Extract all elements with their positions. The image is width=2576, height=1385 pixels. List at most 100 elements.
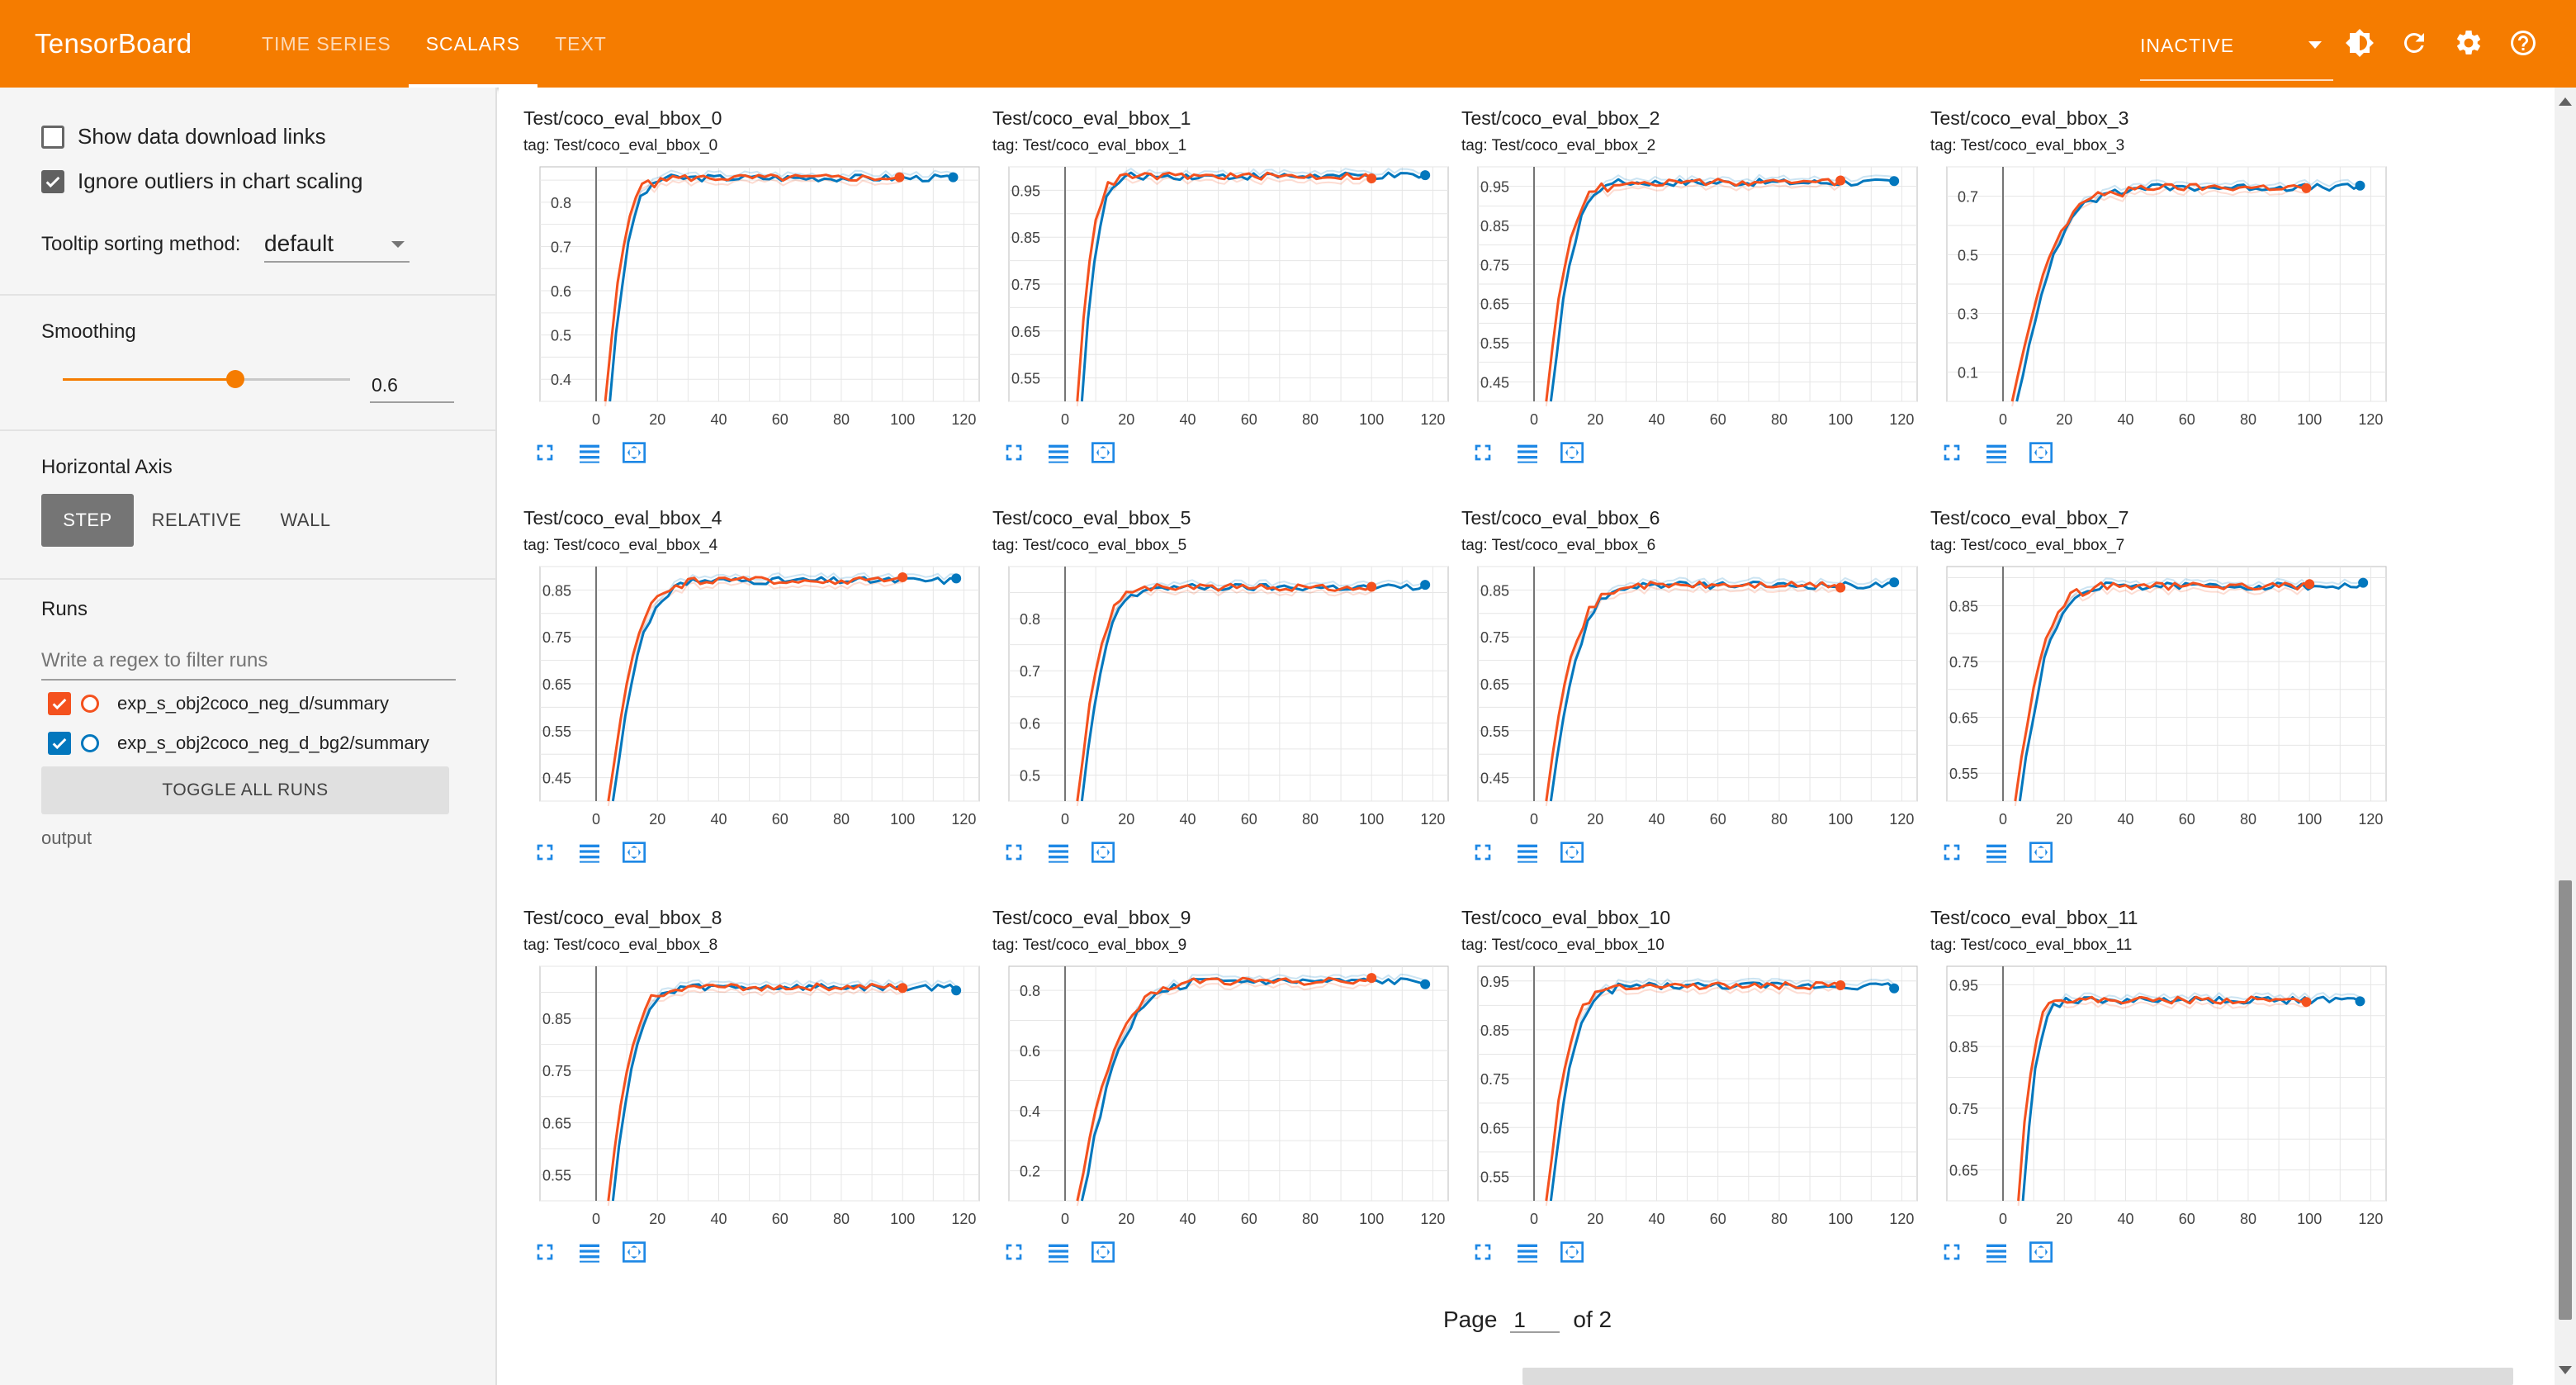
log-scale-icon[interactable] xyxy=(576,439,603,466)
fit-domain-icon[interactable] xyxy=(621,439,647,466)
y-tick-label: 0.55 xyxy=(1011,371,1040,387)
fullscreen-icon[interactable] xyxy=(1939,1239,1965,1265)
y-tick-label: 0.75 xyxy=(542,629,571,646)
plot-frame xyxy=(1008,566,1449,802)
fit-domain-icon[interactable] xyxy=(1090,439,1116,466)
x-tick-label: 80 xyxy=(2240,1211,2256,1227)
fullscreen-icon[interactable] xyxy=(1939,839,1965,866)
scroll-up-icon[interactable] xyxy=(2559,97,2572,106)
fit-domain-icon[interactable] xyxy=(1090,839,1116,866)
tab-text[interactable]: TEXT xyxy=(555,33,607,55)
run-checkbox-icon[interactable] xyxy=(48,692,71,715)
y-tick-label: 0.65 xyxy=(1011,324,1040,340)
horizontal-scrollbar[interactable] xyxy=(1522,1368,2513,1385)
fullscreen-icon[interactable] xyxy=(532,839,558,866)
run-row[interactable]: exp_s_obj2coco_neg_d_bg2/summary xyxy=(48,732,429,755)
line-chart[interactable]: 0.65 0.75 0.85 0.95 0 20 40 60 80 100 120 xyxy=(1930,961,2393,1227)
fullscreen-icon[interactable] xyxy=(1939,439,1965,466)
chart-tag: tag: Test/coco_eval_bbox_11 xyxy=(1930,937,2133,954)
run-checkbox-icon[interactable] xyxy=(48,732,71,755)
toggle-all-runs-button[interactable]: TOGGLE ALL RUNS xyxy=(41,766,449,814)
chart-tag: tag: Test/coco_eval_bbox_3 xyxy=(1930,137,2125,154)
tooltip-sorting-select[interactable]: default xyxy=(264,228,410,263)
tab-scalars[interactable]: SCALARS xyxy=(408,0,538,88)
y-tick-label: 0.95 xyxy=(1480,974,1509,990)
inactive-plugins-select[interactable]: INACTIVE xyxy=(2140,26,2333,81)
log-scale-icon[interactable] xyxy=(1045,1239,1072,1265)
fit-domain-icon[interactable] xyxy=(1559,1239,1585,1265)
fit-domain-icon[interactable] xyxy=(1559,439,1585,466)
series-orange-line xyxy=(1545,980,1841,1202)
series-orange-raw xyxy=(2011,188,2307,407)
log-scale-icon[interactable] xyxy=(1983,1239,2010,1265)
series-orange-raw xyxy=(1076,177,1372,407)
plugin-tabs: TIME SERIES SCALARS TEXT xyxy=(244,0,624,88)
line-chart[interactable]: 0.4 0.5 0.6 0.7 0.8 0 20 40 60 80 100 120 xyxy=(523,162,986,428)
log-scale-icon[interactable] xyxy=(1514,839,1541,866)
page-number-input[interactable]: 1 xyxy=(1510,1297,1560,1333)
line-chart[interactable]: 0.55 0.65 0.75 0.85 0.95 0 20 40 60 80 100 120 xyxy=(992,162,1455,428)
fullscreen-icon[interactable] xyxy=(1001,1239,1027,1265)
tab-time-series[interactable]: TIME SERIES xyxy=(262,33,391,55)
smoothing-slider-thumb[interactable] xyxy=(226,370,244,388)
log-scale-icon[interactable] xyxy=(1045,439,1072,466)
line-chart[interactable]: 0.45 0.55 0.65 0.75 0.85 0.95 0 20 40 60 80 100 120 xyxy=(1461,162,1924,428)
fullscreen-icon[interactable] xyxy=(532,1239,558,1265)
line-chart[interactable]: 0.55 0.65 0.75 0.85 0 20 40 60 80 100 120 xyxy=(523,961,986,1227)
line-chart[interactable]: 0.2 0.4 0.6 0.8 0 20 40 60 80 100 120 xyxy=(992,961,1455,1227)
log-scale-icon[interactable] xyxy=(1983,839,2010,866)
axis-wall-button[interactable]: WALL xyxy=(280,510,331,530)
fit-domain-icon[interactable] xyxy=(2028,839,2054,866)
x-tick-label: 120 xyxy=(951,811,976,828)
log-scale-icon[interactable] xyxy=(1514,439,1541,466)
log-scale-icon[interactable] xyxy=(1045,839,1072,866)
help-icon[interactable] xyxy=(2505,25,2541,61)
fit-domain-icon[interactable] xyxy=(621,1239,647,1265)
axis-relative-button[interactable]: RELATIVE xyxy=(151,510,242,530)
fullscreen-icon[interactable] xyxy=(1470,439,1496,466)
line-chart[interactable]: 0.55 0.65 0.75 0.85 0 20 40 60 80 100 120 xyxy=(1930,562,2393,828)
log-scale-icon[interactable] xyxy=(576,1239,603,1265)
checkbox-icon[interactable] xyxy=(41,125,64,149)
log-scale-icon[interactable] xyxy=(1514,1239,1541,1265)
x-tick-label: 80 xyxy=(2240,411,2256,428)
x-tick-label: 60 xyxy=(2179,1211,2195,1227)
scroll-down-icon[interactable] xyxy=(2559,1366,2572,1374)
x-tick-label: 20 xyxy=(1118,811,1134,828)
scrollbar-thumb[interactable] xyxy=(2559,880,2572,1320)
settings-icon[interactable] xyxy=(2451,25,2487,61)
fit-domain-icon[interactable] xyxy=(1559,839,1585,866)
chart-title: Test/coco_eval_bbox_2 xyxy=(1461,107,1660,129)
vertical-scrollbar[interactable] xyxy=(2555,88,2576,1385)
refresh-icon[interactable] xyxy=(2396,25,2432,61)
fit-domain-icon[interactable] xyxy=(1090,1239,1116,1265)
line-chart[interactable]: 0.1 0.3 0.5 0.7 0 20 40 60 80 100 120 xyxy=(1930,162,2393,428)
fullscreen-icon[interactable] xyxy=(1470,839,1496,866)
top-actions xyxy=(2342,25,2541,61)
fullscreen-icon[interactable] xyxy=(1470,1239,1496,1265)
log-scale-icon[interactable] xyxy=(576,839,603,866)
line-chart[interactable]: 0.5 0.6 0.7 0.8 0 20 40 60 80 100 120 xyxy=(992,562,1455,828)
ignore-outliers-toggle[interactable]: Ignore outliers in chart scaling xyxy=(41,168,362,194)
runs-filter-input[interactable]: Write a regex to filter runs xyxy=(41,641,456,681)
fullscreen-icon[interactable] xyxy=(1001,839,1027,866)
chart-tag: tag: Test/coco_eval_bbox_2 xyxy=(1461,137,1656,154)
smoothing-input[interactable]: 0.6 xyxy=(370,367,454,403)
fit-domain-icon[interactable] xyxy=(2028,439,2054,466)
y-tick-label: 0.85 xyxy=(1949,598,1978,614)
axis-step-button[interactable]: STEP xyxy=(41,494,134,547)
checkbox-checked-icon[interactable] xyxy=(41,169,64,193)
x-tick-label: 80 xyxy=(833,411,850,428)
fullscreen-icon[interactable] xyxy=(532,439,558,466)
fit-domain-icon[interactable] xyxy=(621,839,647,866)
line-chart[interactable]: 0.55 0.65 0.75 0.85 0.95 0 20 40 60 80 100 120 xyxy=(1461,961,1924,1227)
line-chart[interactable]: 0.45 0.55 0.65 0.75 0.85 0 20 40 60 80 100 120 xyxy=(523,562,986,828)
fit-domain-icon[interactable] xyxy=(2028,1239,2054,1265)
show-download-links-toggle[interactable]: Show data download links xyxy=(41,124,326,149)
line-chart[interactable]: 0.45 0.55 0.65 0.75 0.85 0 20 40 60 80 100 120 xyxy=(1461,562,1924,828)
run-row[interactable]: exp_s_obj2coco_neg_d/summary xyxy=(48,692,389,715)
log-scale-icon[interactable] xyxy=(1983,439,2010,466)
series-blue-raw xyxy=(608,169,954,398)
theme-icon[interactable] xyxy=(2342,25,2378,61)
fullscreen-icon[interactable] xyxy=(1001,439,1027,466)
